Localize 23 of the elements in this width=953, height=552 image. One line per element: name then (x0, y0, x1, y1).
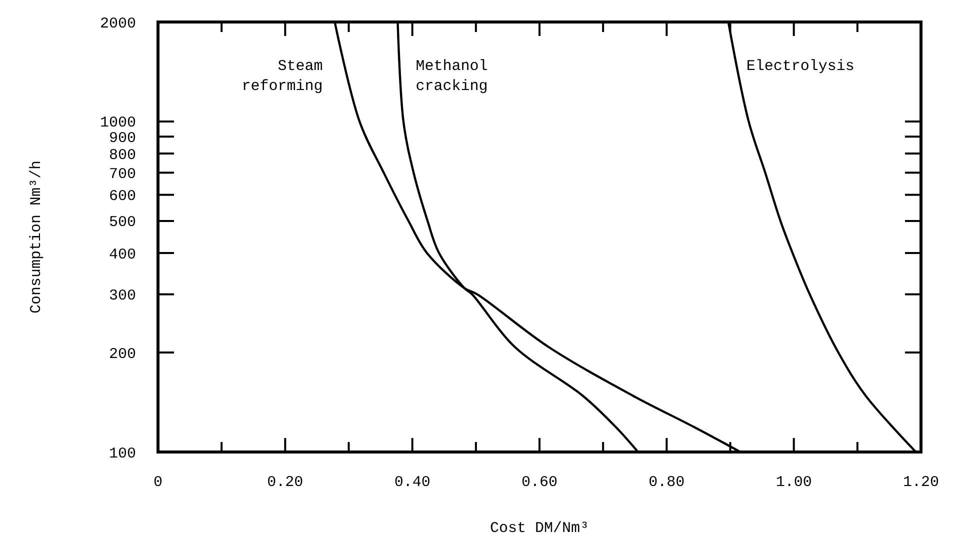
y-tick-label: 700 (108, 166, 136, 183)
y-axis-title: Consumption Nm³/h (28, 160, 45, 314)
y-tick-label: 200 (108, 346, 136, 363)
y-tick-label: 400 (108, 246, 136, 264)
series-label: Steam reforming (242, 58, 323, 95)
y-tick-label: 100 (108, 445, 136, 462)
y-tick-label: 900 (108, 130, 136, 147)
series-label: Electrolysis (746, 58, 854, 75)
x-tick-label: 0.20 (267, 474, 304, 491)
x-tick-label: 0.80 (648, 474, 685, 491)
y-tick-label: 2000 (100, 15, 136, 32)
x-tick-label: 0.40 (394, 474, 430, 491)
x-tick-label: 0.60 (521, 474, 558, 491)
x-tick-label: 1.00 (776, 474, 812, 491)
y-tick-label: 1000 (100, 114, 136, 132)
y-tick-label: 300 (108, 288, 136, 305)
x-axis-title: Cost DM/Nm³ (490, 520, 590, 537)
y-tick-label: 800 (108, 146, 136, 164)
x-tick-label: 0 (153, 474, 163, 491)
y-tick-label: 600 (108, 188, 136, 206)
y-tick-label: 500 (108, 214, 136, 232)
series-label: Methanol cracking (416, 58, 488, 95)
x-tick-label: 1.20 (902, 474, 940, 491)
